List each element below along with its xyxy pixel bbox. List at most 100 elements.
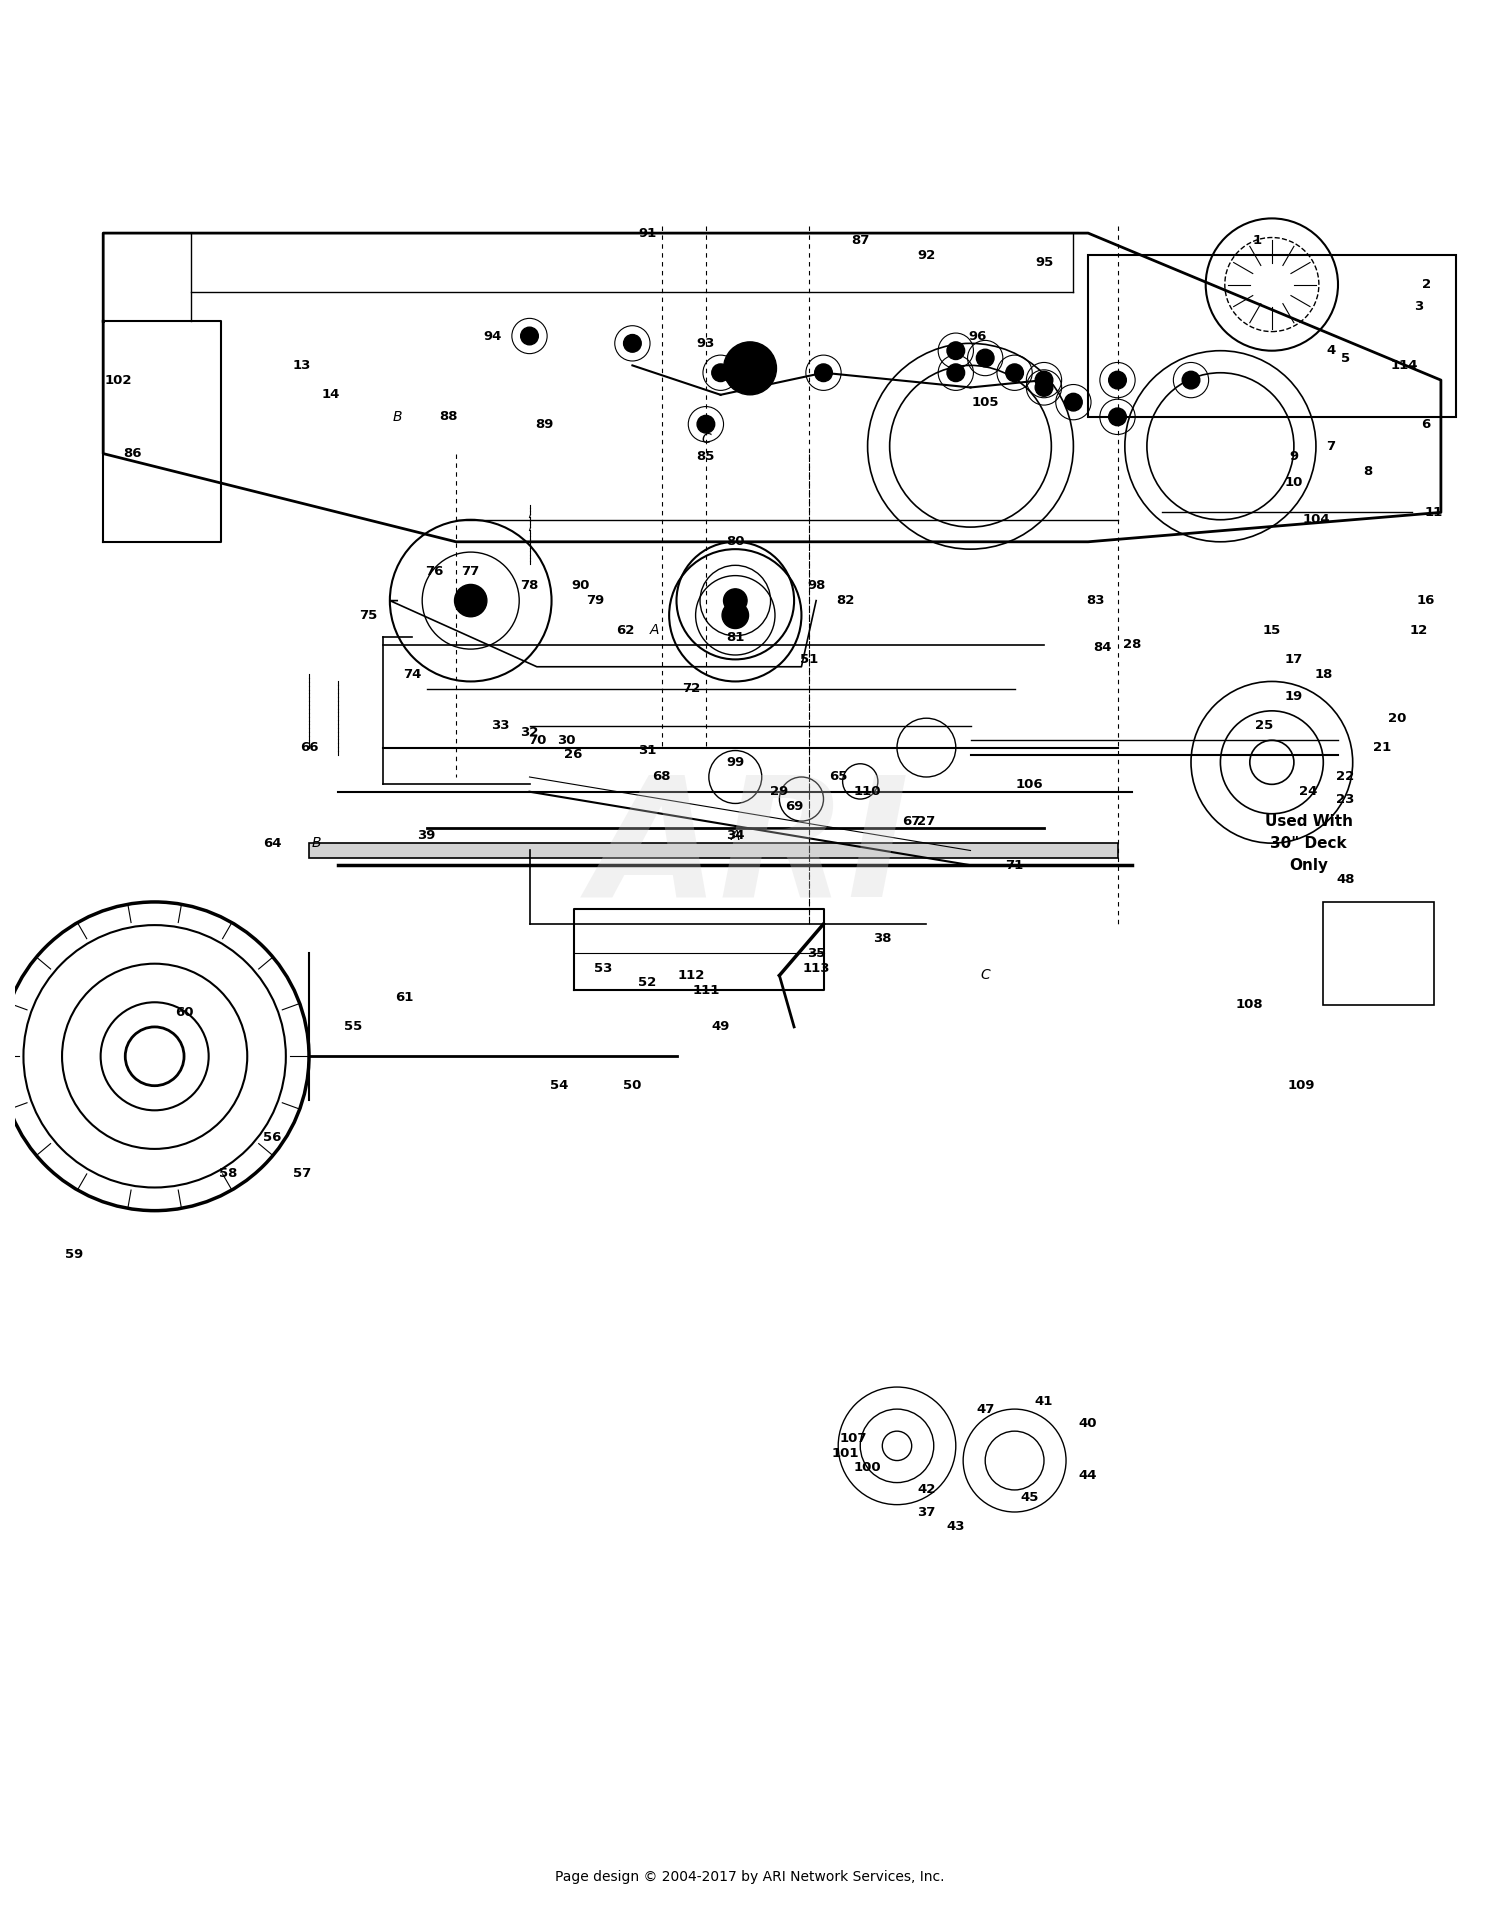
Text: 86: 86 bbox=[123, 447, 142, 460]
Text: Page design © 2004-2017 by ARI Network Services, Inc.: Page design © 2004-2017 by ARI Network S… bbox=[555, 1869, 945, 1885]
Text: 55: 55 bbox=[344, 1020, 362, 1034]
Text: 83: 83 bbox=[1086, 595, 1104, 606]
Text: 113: 113 bbox=[802, 962, 830, 974]
Circle shape bbox=[1065, 393, 1082, 410]
Text: 9: 9 bbox=[1290, 450, 1299, 464]
Text: 70: 70 bbox=[528, 733, 546, 747]
Text: 37: 37 bbox=[916, 1505, 936, 1519]
Text: 26: 26 bbox=[564, 749, 584, 762]
Text: 79: 79 bbox=[586, 595, 604, 606]
Text: 102: 102 bbox=[104, 373, 132, 387]
Text: 98: 98 bbox=[807, 579, 825, 593]
Text: 107: 107 bbox=[839, 1432, 867, 1446]
Text: 108: 108 bbox=[1236, 999, 1263, 1011]
Text: 89: 89 bbox=[536, 418, 554, 431]
Text: 110: 110 bbox=[853, 785, 882, 799]
Text: 28: 28 bbox=[1124, 639, 1142, 651]
Text: 67: 67 bbox=[903, 814, 921, 828]
Text: Only: Only bbox=[1288, 859, 1328, 872]
Text: 109: 109 bbox=[1287, 1080, 1316, 1091]
Text: 65: 65 bbox=[830, 770, 848, 783]
Text: 81: 81 bbox=[726, 631, 744, 643]
Circle shape bbox=[723, 343, 777, 395]
Circle shape bbox=[1007, 364, 1023, 381]
Text: 96: 96 bbox=[969, 329, 987, 343]
Circle shape bbox=[722, 603, 748, 629]
Text: 4: 4 bbox=[1326, 345, 1335, 358]
Text: 1: 1 bbox=[1252, 235, 1262, 246]
Text: 75: 75 bbox=[358, 608, 376, 622]
Text: 35: 35 bbox=[807, 947, 825, 961]
Text: 21: 21 bbox=[1372, 741, 1390, 755]
Text: 94: 94 bbox=[483, 329, 502, 343]
Text: 49: 49 bbox=[711, 1020, 730, 1034]
Text: 30" Deck: 30" Deck bbox=[1270, 835, 1347, 851]
Text: 57: 57 bbox=[292, 1167, 310, 1180]
Text: C: C bbox=[700, 431, 711, 447]
Text: 17: 17 bbox=[1286, 653, 1304, 666]
Text: 41: 41 bbox=[1035, 1396, 1053, 1409]
Text: 64: 64 bbox=[262, 837, 282, 849]
Text: 61: 61 bbox=[396, 991, 414, 1005]
Text: 84: 84 bbox=[1094, 641, 1112, 655]
Text: 71: 71 bbox=[1005, 859, 1023, 872]
Text: 58: 58 bbox=[219, 1167, 237, 1180]
Text: 76: 76 bbox=[424, 564, 442, 578]
Circle shape bbox=[1182, 372, 1200, 389]
Text: 48: 48 bbox=[1336, 874, 1354, 886]
Text: 93: 93 bbox=[696, 337, 715, 350]
Circle shape bbox=[454, 585, 488, 616]
Circle shape bbox=[815, 364, 833, 381]
Text: 6: 6 bbox=[1422, 418, 1431, 431]
Text: 19: 19 bbox=[1286, 689, 1304, 703]
Text: B: B bbox=[393, 410, 402, 424]
Circle shape bbox=[946, 364, 964, 381]
Text: 111: 111 bbox=[692, 984, 720, 997]
Circle shape bbox=[723, 589, 747, 612]
Text: 32: 32 bbox=[520, 726, 538, 739]
Circle shape bbox=[976, 348, 994, 368]
Text: A: A bbox=[730, 830, 740, 843]
Text: 90: 90 bbox=[572, 579, 590, 593]
Text: 97: 97 bbox=[976, 352, 994, 364]
Circle shape bbox=[1035, 372, 1053, 389]
Text: 56: 56 bbox=[262, 1130, 282, 1143]
Text: 44: 44 bbox=[1078, 1469, 1098, 1482]
Text: 100: 100 bbox=[853, 1461, 882, 1475]
Circle shape bbox=[1108, 408, 1126, 425]
Text: 14: 14 bbox=[322, 389, 340, 400]
Text: 34: 34 bbox=[726, 830, 744, 843]
Text: 51: 51 bbox=[800, 653, 818, 666]
Text: 62: 62 bbox=[616, 624, 634, 637]
Text: 11: 11 bbox=[1425, 506, 1443, 520]
Text: 29: 29 bbox=[771, 785, 789, 799]
Circle shape bbox=[698, 416, 714, 433]
Text: 92: 92 bbox=[918, 248, 936, 262]
Text: 23: 23 bbox=[1336, 793, 1354, 805]
Text: 101: 101 bbox=[833, 1448, 860, 1459]
Text: 112: 112 bbox=[678, 968, 705, 982]
Text: 2: 2 bbox=[1422, 277, 1431, 291]
Text: 31: 31 bbox=[638, 745, 657, 757]
Text: 8: 8 bbox=[1364, 464, 1372, 477]
Text: 77: 77 bbox=[462, 564, 480, 578]
Text: 95: 95 bbox=[1035, 256, 1053, 270]
Text: 88: 88 bbox=[440, 410, 458, 424]
Text: 33: 33 bbox=[490, 720, 510, 732]
Text: C: C bbox=[981, 968, 990, 982]
Text: 43: 43 bbox=[946, 1521, 964, 1532]
Text: 38: 38 bbox=[873, 932, 891, 945]
Text: 78: 78 bbox=[520, 579, 538, 593]
Text: A: A bbox=[650, 624, 658, 637]
Text: 52: 52 bbox=[638, 976, 656, 989]
Text: 80: 80 bbox=[726, 535, 744, 549]
Circle shape bbox=[520, 327, 538, 345]
Text: 27: 27 bbox=[918, 814, 936, 828]
Text: 25: 25 bbox=[1256, 720, 1274, 732]
Text: 54: 54 bbox=[549, 1080, 568, 1091]
Text: 60: 60 bbox=[176, 1005, 194, 1018]
Text: 59: 59 bbox=[64, 1247, 82, 1261]
Text: 10: 10 bbox=[1284, 477, 1304, 489]
Text: 20: 20 bbox=[1388, 712, 1406, 724]
Text: 47: 47 bbox=[976, 1403, 994, 1415]
